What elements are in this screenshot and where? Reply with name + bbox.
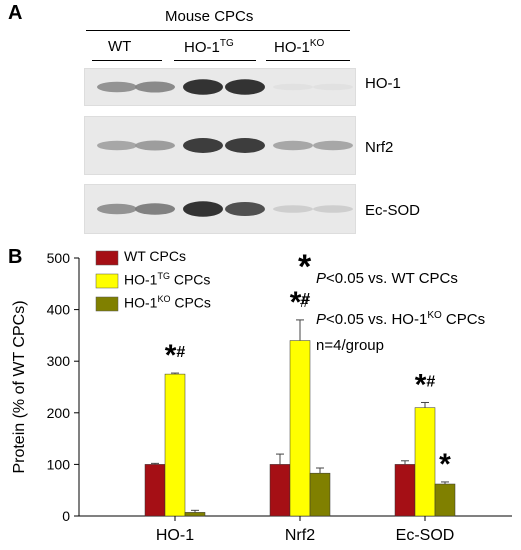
group-wt-label: WT <box>108 38 132 55</box>
bar <box>414 407 436 517</box>
bar <box>184 512 206 517</box>
legend-swatch <box>95 250 119 266</box>
blot-band <box>135 203 175 215</box>
blot-band <box>135 140 175 151</box>
blot-nrf2 <box>84 116 356 175</box>
blot-band <box>97 140 137 151</box>
blot-band <box>183 79 223 95</box>
blot-band <box>225 202 265 216</box>
y-tick-label: 100 <box>47 456 71 472</box>
bar <box>394 464 416 517</box>
group-wt-line <box>92 60 162 61</box>
sig-wt-note: P<0.05 vs. WT CPCs <box>316 270 458 287</box>
legend-label-tg: HO-1TG CPCs <box>124 271 211 288</box>
blot-band <box>313 83 353 91</box>
blot-band <box>225 138 265 153</box>
bar <box>144 464 166 517</box>
blot-nrf2-label: Nrf2 <box>365 139 394 156</box>
legend-label-ko: HO-1KO CPCs <box>124 294 211 311</box>
n-note: n=4/group <box>316 337 384 354</box>
blot-band <box>273 83 313 91</box>
blot-band <box>183 201 223 217</box>
panel-b-label: B <box>8 246 23 268</box>
sig-ko-note: P<0.05 vs. HO-1KO CPCs <box>316 310 486 328</box>
y-axis-label: Protein (% of WT CPCs) <box>11 300 28 473</box>
blot-band <box>273 205 313 213</box>
blot-ho1 <box>84 68 356 106</box>
bar <box>434 483 456 517</box>
legend-swatch <box>95 273 119 289</box>
y-tick-label: 500 <box>47 250 71 266</box>
group-tg-line <box>174 60 256 61</box>
x-tick-label: Nrf2 <box>285 527 315 544</box>
blot-band <box>273 140 313 151</box>
blot-band <box>313 140 353 151</box>
blot-band <box>97 203 137 215</box>
blot-band <box>183 138 223 153</box>
group-tg-label: HO-1TG <box>184 38 234 56</box>
x-tick-label: HO-1 <box>156 527 194 544</box>
blot-band <box>97 81 137 93</box>
blot-ho1-label: HO-1 <box>365 75 401 92</box>
bar <box>289 340 311 517</box>
significance-mark: * <box>439 448 451 481</box>
group-ko-line <box>266 60 350 61</box>
y-tick-label: 0 <box>62 508 70 524</box>
bar <box>164 373 186 517</box>
y-tick-label: 400 <box>47 302 71 318</box>
group-ko-label: HO-1KO <box>274 38 325 56</box>
x-tick-label: Ec-SOD <box>396 527 455 544</box>
y-tick-label: 200 <box>47 405 71 421</box>
blot-ecsod-label: Ec-SOD <box>365 202 421 219</box>
blot-band <box>313 205 353 213</box>
header-underline <box>86 30 350 31</box>
blot-band <box>225 79 265 95</box>
asterisk-key-symbol: * <box>298 248 312 286</box>
significance-mark: *# <box>415 368 436 401</box>
panel-a-label: A <box>8 2 23 24</box>
bar <box>309 472 331 517</box>
significance-mark: *# <box>290 286 311 319</box>
legend-swatch <box>95 296 119 312</box>
significance-mark: *# <box>165 339 186 372</box>
hash-key-symbol: # <box>300 294 309 311</box>
blot-band <box>135 81 175 93</box>
bar <box>269 464 291 517</box>
legend-label-wt: WT CPCs <box>124 248 186 264</box>
blot-header: Mouse CPCs <box>165 8 254 25</box>
y-tick-label: 300 <box>47 353 71 369</box>
blot-ecsod <box>84 184 356 234</box>
